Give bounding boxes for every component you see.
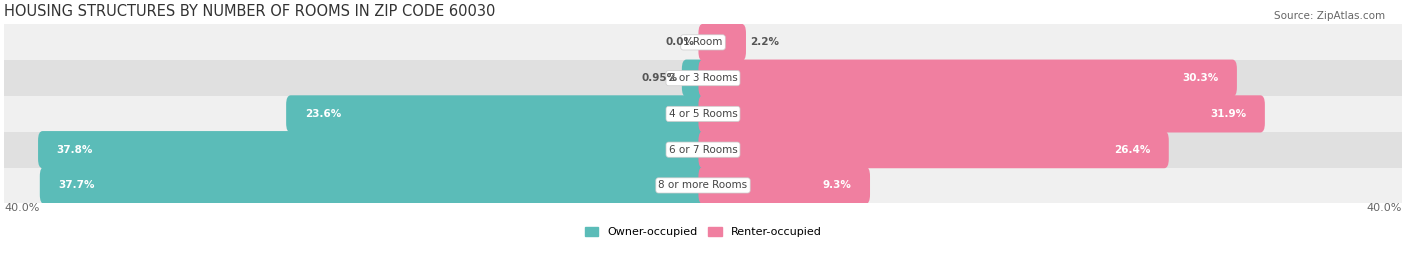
Text: 37.7%: 37.7% xyxy=(58,180,94,190)
Text: 2 or 3 Rooms: 2 or 3 Rooms xyxy=(669,73,737,83)
Legend: Owner-occupied, Renter-occupied: Owner-occupied, Renter-occupied xyxy=(585,227,821,237)
FancyBboxPatch shape xyxy=(38,131,707,168)
FancyBboxPatch shape xyxy=(699,95,1265,133)
Text: 40.0%: 40.0% xyxy=(4,203,39,213)
Text: 2.2%: 2.2% xyxy=(751,37,779,47)
FancyBboxPatch shape xyxy=(287,95,707,133)
Text: 23.6%: 23.6% xyxy=(305,109,340,119)
Text: Source: ZipAtlas.com: Source: ZipAtlas.com xyxy=(1274,11,1385,21)
Text: 0.0%: 0.0% xyxy=(665,37,695,47)
Text: 30.3%: 30.3% xyxy=(1182,73,1219,83)
Text: 8 or more Rooms: 8 or more Rooms xyxy=(658,180,748,190)
Text: 9.3%: 9.3% xyxy=(823,180,852,190)
Text: 6 or 7 Rooms: 6 or 7 Rooms xyxy=(669,145,737,155)
FancyBboxPatch shape xyxy=(682,59,707,97)
FancyBboxPatch shape xyxy=(699,131,1168,168)
Text: 26.4%: 26.4% xyxy=(1114,145,1150,155)
Text: 40.0%: 40.0% xyxy=(1367,203,1402,213)
Text: HOUSING STRUCTURES BY NUMBER OF ROOMS IN ZIP CODE 60030: HOUSING STRUCTURES BY NUMBER OF ROOMS IN… xyxy=(4,4,495,19)
Text: 0.95%: 0.95% xyxy=(641,73,678,83)
Bar xyxy=(4,60,1402,96)
Bar xyxy=(4,168,1402,203)
Bar xyxy=(4,96,1402,132)
FancyBboxPatch shape xyxy=(699,167,870,204)
Text: 4 or 5 Rooms: 4 or 5 Rooms xyxy=(669,109,737,119)
FancyBboxPatch shape xyxy=(39,167,707,204)
Text: 1 Room: 1 Room xyxy=(683,37,723,47)
Text: 31.9%: 31.9% xyxy=(1211,109,1246,119)
Text: 37.8%: 37.8% xyxy=(56,145,93,155)
FancyBboxPatch shape xyxy=(699,59,1237,97)
Bar xyxy=(4,24,1402,60)
Bar xyxy=(4,132,1402,168)
FancyBboxPatch shape xyxy=(699,24,747,61)
